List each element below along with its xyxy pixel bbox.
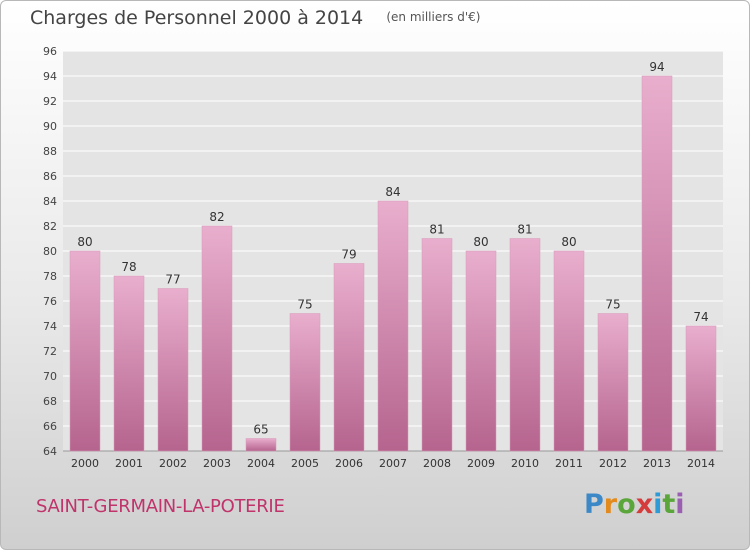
chart-title: Charges de Personnel 2000 à 2014 bbox=[30, 7, 364, 29]
bar-value-label: 81 bbox=[517, 223, 532, 237]
bar-value-label: 81 bbox=[429, 223, 444, 237]
bar-value-label: 75 bbox=[297, 298, 312, 312]
bar-value-label: 80 bbox=[561, 235, 576, 249]
bar bbox=[597, 313, 629, 452]
bar bbox=[377, 200, 409, 452]
logo-letter: P bbox=[584, 489, 604, 520]
bar bbox=[509, 238, 541, 452]
y-tick-label: 72 bbox=[43, 345, 57, 358]
bar-value-label: 75 bbox=[605, 298, 620, 312]
y-tick-label: 90 bbox=[43, 120, 57, 133]
y-tick-label: 78 bbox=[43, 270, 57, 283]
y-tick-label: 66 bbox=[43, 420, 57, 433]
bar-value-label: 84 bbox=[385, 185, 400, 199]
y-tick-label: 64 bbox=[43, 445, 57, 458]
bar bbox=[113, 275, 145, 452]
bar bbox=[289, 313, 321, 452]
logo-letter: x bbox=[635, 489, 654, 520]
logo-letter: r bbox=[603, 489, 618, 520]
logo-letter: i bbox=[653, 489, 663, 520]
proxiti-logo: Proxiti bbox=[584, 489, 685, 520]
y-tick-label: 82 bbox=[43, 220, 57, 233]
x-tick-label: 2007 bbox=[379, 457, 407, 470]
bar-value-label: 78 bbox=[121, 260, 136, 274]
bar bbox=[685, 325, 717, 452]
bar-value-label: 79 bbox=[341, 248, 356, 262]
y-tick-label: 88 bbox=[43, 145, 57, 158]
y-tick-label: 92 bbox=[43, 95, 57, 108]
logo-letter: o bbox=[617, 489, 636, 520]
logo-letter: t bbox=[662, 489, 676, 520]
chart-units: (en milliers d'€) bbox=[386, 10, 481, 24]
y-tick-label: 86 bbox=[43, 170, 57, 183]
y-tick-label: 70 bbox=[43, 370, 57, 383]
y-tick-label: 74 bbox=[43, 320, 57, 333]
bar bbox=[553, 250, 585, 452]
y-tick-label: 68 bbox=[43, 395, 57, 408]
commune-name: SAINT-GERMAIN-LA-POTERIE bbox=[36, 496, 285, 517]
title-row: Charges de Personnel 2000 à 2014 (en mil… bbox=[30, 7, 480, 29]
logo-letter: i bbox=[675, 489, 685, 520]
bar bbox=[333, 263, 365, 452]
x-tick-label: 2003 bbox=[203, 457, 231, 470]
y-tick-label: 94 bbox=[43, 70, 57, 83]
bar bbox=[157, 288, 189, 452]
bar bbox=[69, 250, 101, 452]
x-tick-label: 2009 bbox=[467, 457, 495, 470]
bar-value-label: 74 bbox=[693, 310, 708, 324]
bar bbox=[465, 250, 497, 452]
y-tick-label: 96 bbox=[43, 45, 57, 58]
x-tick-label: 2002 bbox=[159, 457, 187, 470]
x-tick-label: 2004 bbox=[247, 457, 275, 470]
y-tick-label: 80 bbox=[43, 245, 57, 258]
bar bbox=[421, 238, 453, 452]
x-tick-label: 2005 bbox=[291, 457, 319, 470]
bar-value-label: 82 bbox=[209, 210, 224, 224]
bar-value-label: 80 bbox=[77, 235, 92, 249]
x-tick-label: 2010 bbox=[511, 457, 539, 470]
x-tick-label: 2000 bbox=[71, 457, 99, 470]
x-tick-label: 2008 bbox=[423, 457, 451, 470]
bar-value-label: 65 bbox=[253, 423, 268, 437]
bar-value-label: 77 bbox=[165, 273, 180, 287]
y-tick-label: 84 bbox=[43, 195, 57, 208]
bar-value-label: 94 bbox=[649, 60, 664, 74]
bar bbox=[245, 438, 277, 452]
bar bbox=[641, 75, 673, 452]
x-tick-label: 2006 bbox=[335, 457, 363, 470]
x-tick-label: 2013 bbox=[643, 457, 671, 470]
x-tick-label: 2012 bbox=[599, 457, 627, 470]
x-tick-label: 2001 bbox=[115, 457, 143, 470]
bar-value-label: 80 bbox=[473, 235, 488, 249]
bar bbox=[201, 225, 233, 452]
x-tick-label: 2014 bbox=[687, 457, 715, 470]
y-tick-label: 76 bbox=[43, 295, 57, 308]
x-tick-label: 2011 bbox=[555, 457, 583, 470]
